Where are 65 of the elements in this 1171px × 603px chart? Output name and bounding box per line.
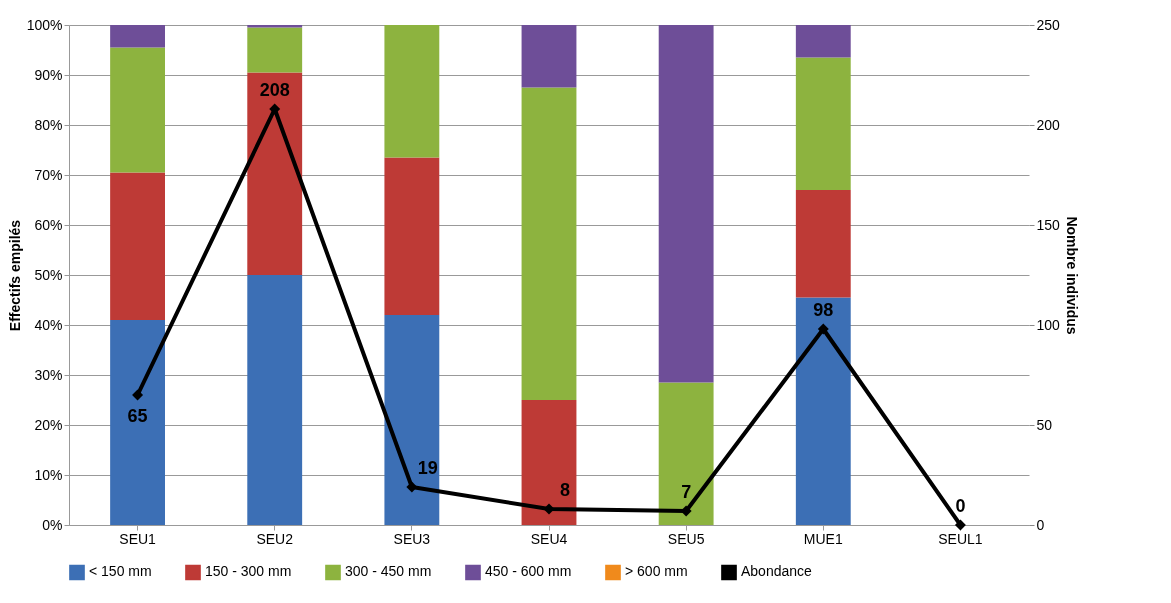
legend-label: Abondance [741,563,813,580]
bar [521,25,577,88]
legend-label: < 150 mm [89,563,152,580]
y-tick-label: 60% [34,216,63,233]
bar [110,47,165,173]
bar [658,382,714,525]
y2-tick-label: 100 [1036,316,1061,333]
y2-tick-label: 250 [1036,16,1061,33]
data-label: 8 [559,480,571,500]
bar [795,57,851,190]
point [954,519,966,531]
point [269,103,281,115]
y-tick-label: 10% [34,466,63,483]
data-label: 65 [127,406,148,426]
legend-label: 450 - 600 mm [485,563,572,580]
legend-label: 300 - 450 mm [345,563,432,580]
bar [247,27,303,73]
y-tick-label: 90% [34,66,63,83]
bar [384,157,440,315]
y-tick-label: 40% [34,316,63,333]
y-tick-label: 0% [42,516,63,533]
bar [384,25,440,158]
point [132,389,144,401]
bar [795,190,851,298]
data-label: 19 [417,458,438,478]
legend-label: 150 - 300 mm [205,563,292,580]
y-tick-label: 100% [26,16,63,33]
bar [521,87,577,400]
y-tick-label: 30% [34,366,63,383]
bar [384,315,440,525]
y2-tick-label: 50 [1036,416,1053,433]
bar [247,275,303,525]
point [817,323,829,335]
bar [110,320,165,525]
bar [658,25,714,383]
y-tick-label: 50% [34,266,63,283]
bar [110,25,165,48]
y2-tick-label: 150 [1036,216,1061,233]
x-tick-label: MUE1 [803,530,843,547]
y-tick-label: 80% [34,116,63,133]
bar [795,25,851,58]
y-tick-label: 70% [34,166,63,183]
y-axis-title: Effectifs empilés [6,219,23,332]
data-label: 0 [955,496,966,516]
y2-tick-label: 200 [1036,116,1061,133]
x-tick-label: SEU4 [530,530,568,547]
data-label: 98 [813,300,834,320]
data-label: 7 [681,482,692,502]
point [406,481,418,493]
bar [795,297,851,525]
x-tick-label: SEU3 [393,530,431,547]
x-tick-label: SEUL1 [938,530,983,547]
bar [247,72,303,275]
bar [521,400,577,525]
data-label: 208 [259,80,290,100]
y2-tick-label: 0 [1036,516,1045,533]
bar [247,25,303,28]
y-tick-label: 20% [34,416,63,433]
x-tick-label: SEU1 [119,530,157,547]
bar [110,172,165,320]
y2-axis-title: Nombre individus [1063,216,1080,335]
x-tick-label: SEU2 [256,530,294,547]
x-tick-label: SEU5 [667,530,705,547]
point [543,503,555,515]
legend-label: > 600 mm [625,563,688,580]
